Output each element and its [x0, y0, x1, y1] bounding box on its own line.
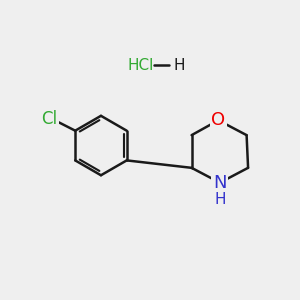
- Text: H: H: [173, 58, 185, 73]
- Text: O: O: [211, 111, 225, 129]
- Text: N: N: [213, 174, 226, 192]
- Text: HCl: HCl: [128, 58, 154, 73]
- Text: Cl: Cl: [41, 110, 57, 128]
- Text: H: H: [214, 191, 226, 206]
